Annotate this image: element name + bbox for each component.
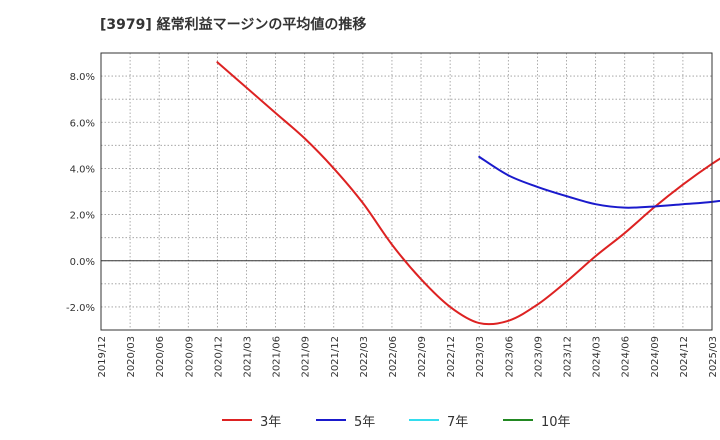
y-tick-label: 6.0% — [70, 118, 95, 129]
legend-swatch — [503, 419, 533, 421]
series-line-5年 — [478, 155, 720, 209]
x-tick-label: 2022/06 — [388, 336, 399, 378]
y-tick-label: 8.0% — [70, 72, 95, 83]
legend-label: 5年 — [354, 414, 376, 430]
x-tick-label: 2024/09 — [650, 336, 661, 378]
chart-title: [3979] 経常利益マージンの平均値の推移 — [100, 17, 367, 33]
legend-item-3年: 3年 — [222, 412, 282, 430]
x-tick-label: 2024/06 — [621, 336, 632, 378]
x-tick-label: 2020/06 — [155, 336, 166, 378]
x-tick-label: 2023/06 — [504, 336, 515, 378]
x-tick-label: 2022/03 — [359, 336, 370, 378]
x-tick-label: 2020/12 — [213, 336, 224, 378]
x-tick-label: 2020/03 — [126, 336, 137, 378]
x-tick-label: 2021/06 — [272, 336, 283, 378]
legend-swatch — [316, 419, 346, 421]
x-tick-label: 2021/03 — [242, 336, 253, 378]
x-axis-ticks: 2019/12 2020/03 2020/06 2020/09 2020/12 2021/… — [97, 336, 719, 378]
x-tick-label: 2021/09 — [301, 336, 312, 378]
y-tick-label: 4.0% — [70, 164, 95, 175]
x-tick-label: 2023/12 — [563, 336, 574, 378]
series-lines — [216, 61, 720, 326]
y-tick-label: -2.0% — [66, 303, 95, 314]
legend-item-5年: 5年 — [316, 412, 376, 430]
x-tick-label: 2022/12 — [446, 336, 457, 378]
legend-item-10年: 10年 — [503, 412, 571, 430]
x-tick-label: 2023/03 — [475, 336, 486, 378]
legend-label: 7年 — [447, 414, 469, 430]
y-axis-ticks: -2.0% 0.0% 2.0% 4.0% 6.0% 8.0% — [66, 72, 95, 314]
x-tick-label: 2024/03 — [592, 336, 603, 378]
legend-swatch — [222, 419, 252, 421]
y-tick-label: 0.0% — [70, 257, 95, 268]
series-line-3年 — [216, 61, 720, 326]
legend-label: 3年 — [260, 414, 282, 430]
plot-border — [100, 52, 713, 331]
legend-label: 10年 — [541, 414, 571, 430]
legend-item-7年: 7年 — [409, 412, 469, 430]
y-tick-label: 2.0% — [70, 211, 95, 222]
x-tick-label: 2020/09 — [184, 336, 195, 378]
x-tick-label: 2022/09 — [417, 336, 428, 378]
x-tick-label: 2021/12 — [330, 336, 341, 378]
x-tick-label: 2019/12 — [97, 336, 108, 378]
x-tick-label: 2023/09 — [533, 336, 544, 378]
x-tick-label: 2024/12 — [679, 336, 690, 378]
x-tick-label: 2025/03 — [708, 336, 719, 378]
legend-swatch — [409, 419, 439, 421]
